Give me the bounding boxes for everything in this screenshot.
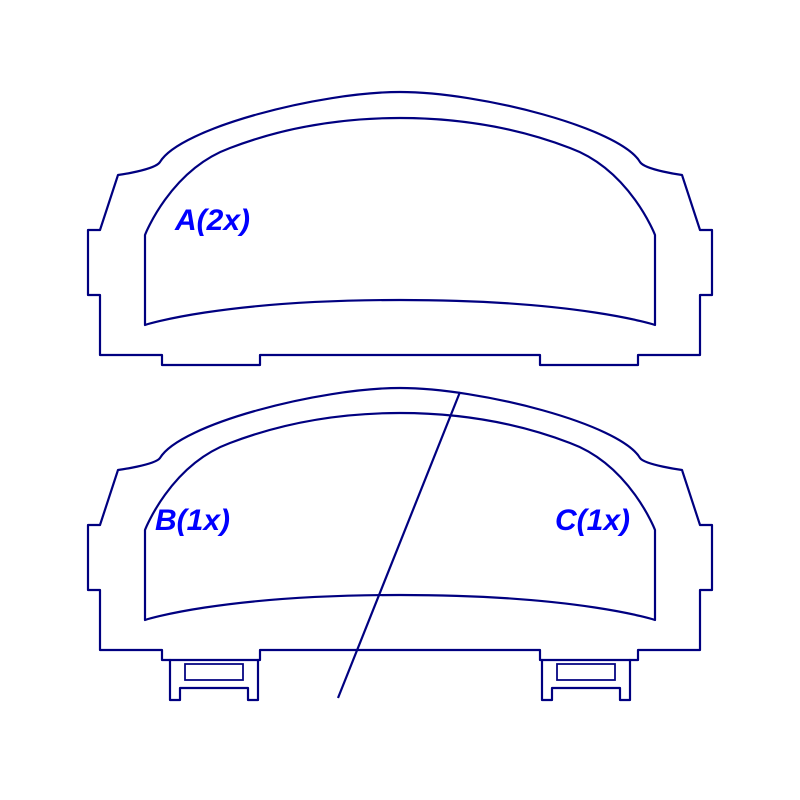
canvas-bg — [0, 0, 800, 800]
label-B: B(1x) — [155, 504, 230, 537]
label-C: C(1x) — [555, 504, 630, 537]
brake-pad-diagram: A(2x) B(1x) C(1x) — [0, 0, 800, 800]
label-A: A(2x) — [174, 204, 250, 237]
